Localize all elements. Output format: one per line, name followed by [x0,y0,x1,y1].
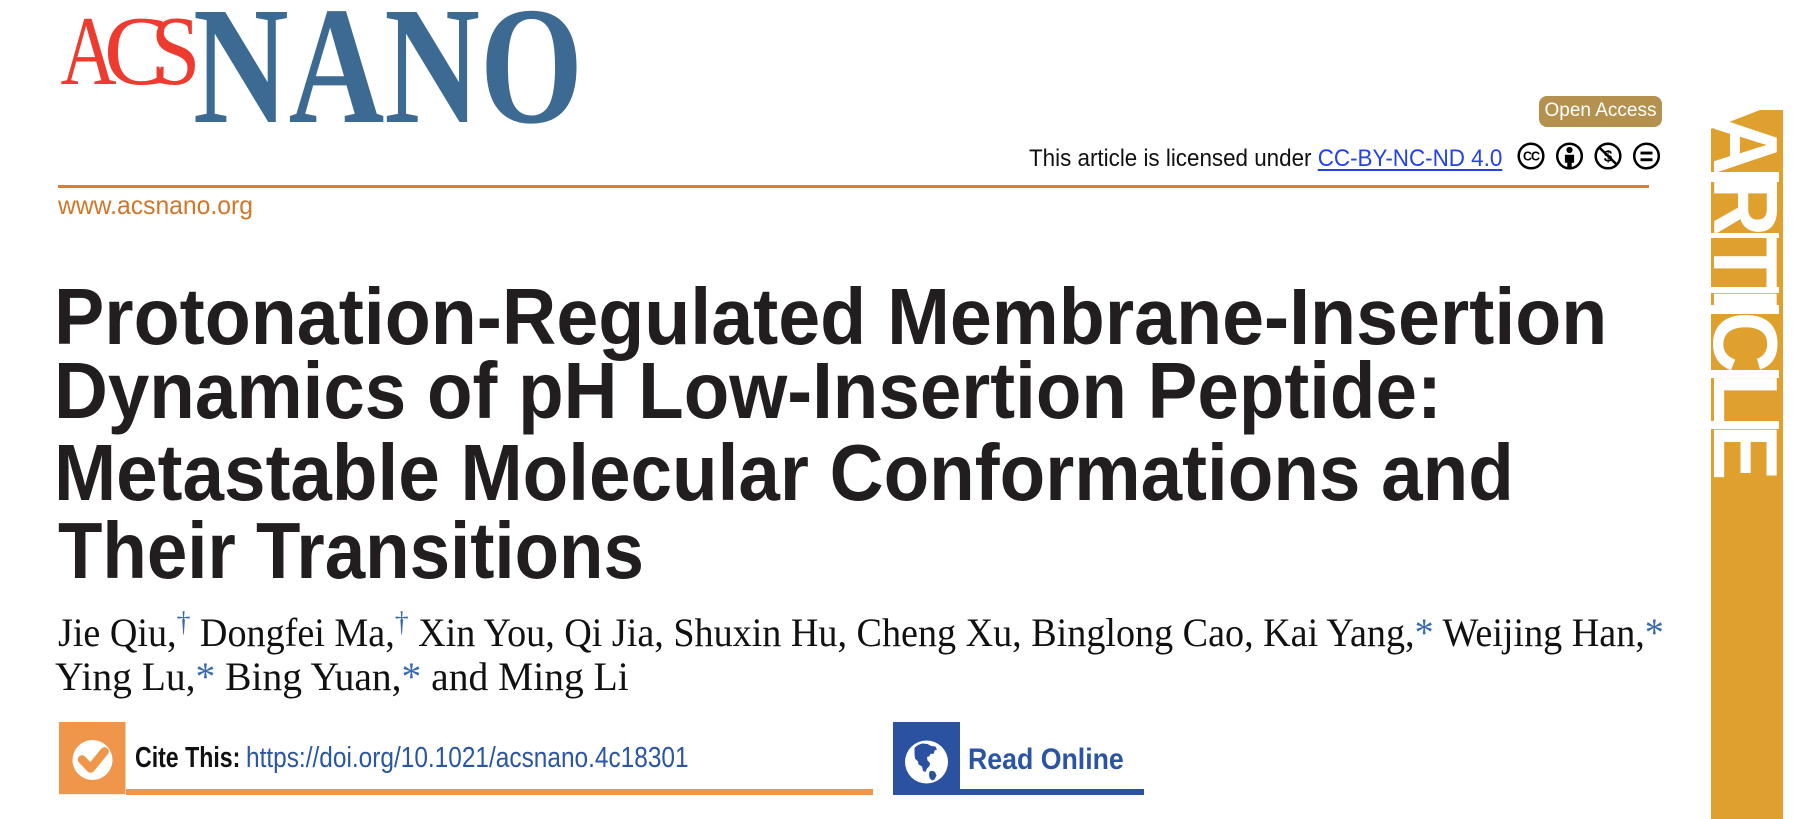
svg-text:ARTICLE: ARTICLE [1705,115,1795,481]
svg-text:C: C [104,0,169,106]
svg-text:CC: CC [1523,149,1540,163]
svg-text:NANO: NANO [193,0,583,140]
svg-text:S: S [151,0,201,106]
svg-text:A: A [61,0,117,106]
